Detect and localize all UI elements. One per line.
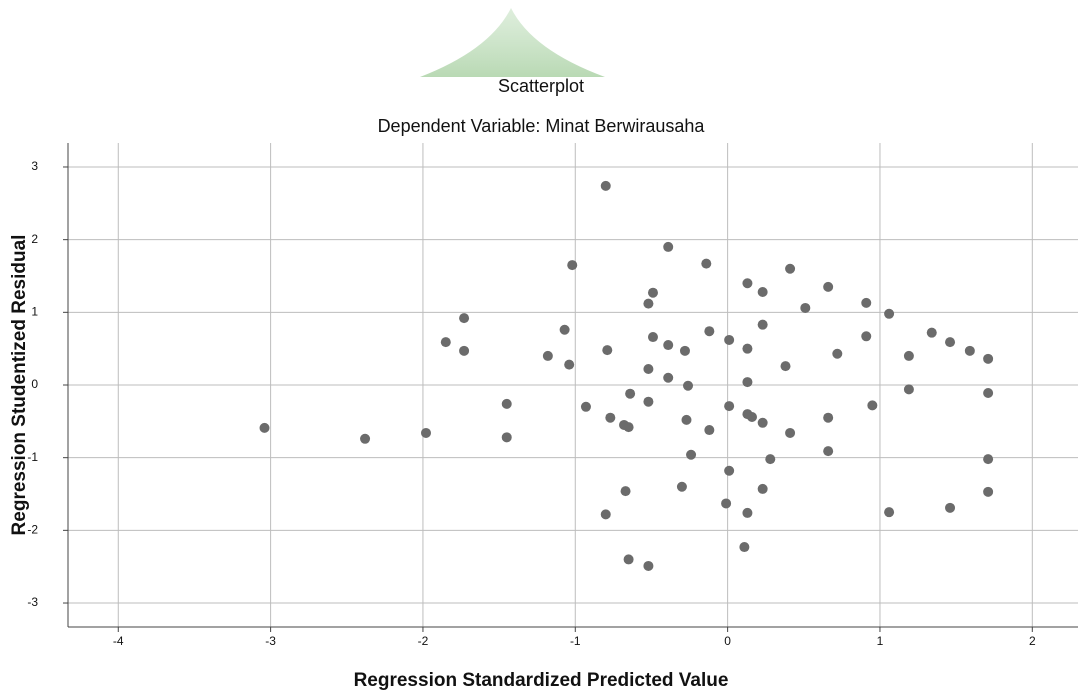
point <box>823 446 833 456</box>
point <box>965 346 975 356</box>
point <box>624 422 634 432</box>
point <box>605 413 615 423</box>
point <box>502 399 512 409</box>
point <box>601 509 611 519</box>
point <box>765 454 775 464</box>
point <box>624 554 634 564</box>
point <box>884 507 894 517</box>
point <box>904 384 914 394</box>
point <box>621 486 631 496</box>
point <box>724 401 734 411</box>
point <box>758 287 768 297</box>
chart-title: Scatterplot <box>498 76 584 96</box>
point <box>648 288 658 298</box>
point <box>704 425 714 435</box>
point <box>704 326 714 336</box>
point <box>663 373 673 383</box>
point <box>643 364 653 374</box>
y-tick-label: 2 <box>31 232 38 246</box>
point <box>677 482 687 492</box>
x-tick-label: 2 <box>1029 634 1036 648</box>
point <box>904 351 914 361</box>
point <box>441 337 451 347</box>
point <box>560 325 570 335</box>
point <box>945 337 955 347</box>
point <box>758 418 768 428</box>
point <box>823 282 833 292</box>
point <box>832 349 842 359</box>
point <box>721 498 731 508</box>
point <box>742 278 752 288</box>
y-tick-label: 1 <box>31 304 38 318</box>
y-axis-label: Regression Studentized Residual <box>9 235 30 536</box>
point <box>543 351 553 361</box>
point <box>785 264 795 274</box>
point <box>643 397 653 407</box>
point <box>739 542 749 552</box>
x-tick-label: -2 <box>418 634 429 648</box>
y-tick-label: 3 <box>31 159 38 173</box>
point <box>742 508 752 518</box>
point <box>459 313 469 323</box>
point <box>983 454 993 464</box>
point <box>724 466 734 476</box>
point <box>861 331 871 341</box>
point <box>747 412 757 422</box>
chart: Scatterplot Dependent Variable: Minat Be… <box>0 0 1078 694</box>
point <box>945 503 955 513</box>
point <box>459 346 469 356</box>
x-tick-label: 0 <box>724 634 731 648</box>
y-tick-label: -1 <box>27 450 38 464</box>
point <box>823 413 833 423</box>
point <box>567 260 577 270</box>
point <box>983 388 993 398</box>
x-tick-label: -3 <box>265 634 276 648</box>
point <box>602 345 612 355</box>
point <box>663 340 673 350</box>
point <box>983 354 993 364</box>
point <box>502 432 512 442</box>
point <box>983 487 993 497</box>
x-tick-label: -1 <box>570 634 581 648</box>
point <box>781 361 791 371</box>
point <box>800 303 810 313</box>
point <box>861 298 871 308</box>
point <box>742 344 752 354</box>
decoration <box>420 8 605 77</box>
x-tick-label: 1 <box>877 634 884 648</box>
point <box>625 389 635 399</box>
point <box>758 320 768 330</box>
point <box>680 346 690 356</box>
y-tick-label: -3 <box>27 595 38 609</box>
point <box>564 360 574 370</box>
grid <box>63 143 1078 632</box>
point <box>643 561 653 571</box>
point <box>884 309 894 319</box>
point <box>742 377 752 387</box>
point <box>360 434 370 444</box>
point <box>648 332 658 342</box>
point <box>581 402 591 412</box>
point <box>686 450 696 460</box>
chart-subtitle: Dependent Variable: Minat Berwirausaha <box>378 116 706 136</box>
y-tick-label: -2 <box>27 523 38 537</box>
x-axis-label: Regression Standardized Predicted Value <box>354 670 729 691</box>
x-tick-label: -4 <box>113 634 124 648</box>
point <box>758 484 768 494</box>
point <box>927 328 937 338</box>
point <box>681 415 691 425</box>
point <box>867 400 877 410</box>
point <box>785 428 795 438</box>
point <box>421 428 431 438</box>
point <box>643 299 653 309</box>
point <box>663 242 673 252</box>
point <box>260 423 270 433</box>
y-tick-label: 0 <box>31 377 38 391</box>
point <box>601 181 611 191</box>
point <box>701 259 711 269</box>
point <box>683 381 693 391</box>
point <box>724 335 734 345</box>
